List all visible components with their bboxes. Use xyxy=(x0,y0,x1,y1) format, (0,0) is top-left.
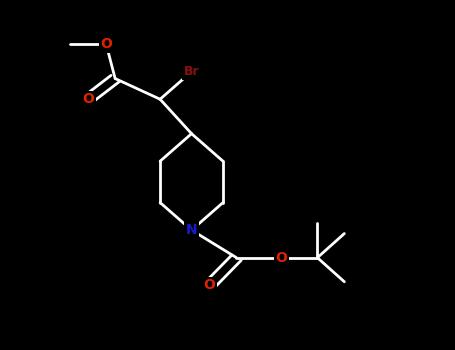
Text: N: N xyxy=(186,223,197,237)
Text: O: O xyxy=(275,251,288,265)
Text: Br: Br xyxy=(184,65,199,78)
Text: O: O xyxy=(100,37,112,51)
Text: O: O xyxy=(82,92,94,106)
Text: O: O xyxy=(203,278,216,292)
